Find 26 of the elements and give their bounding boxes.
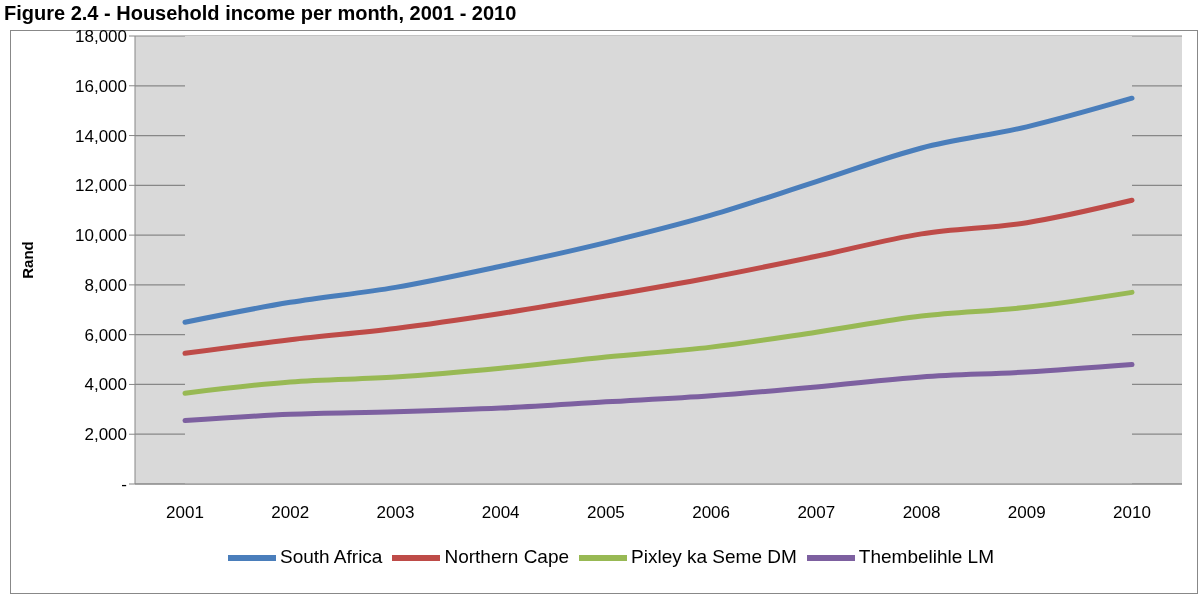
chart-title: Figure 2.4 - Household income per month, 2001 - 2010	[4, 2, 517, 25]
x-tick-label: 2001	[166, 503, 204, 523]
y-tick-label: -	[121, 475, 127, 495]
y-tick-label: 10,000	[75, 226, 127, 246]
x-tick-label: 2004	[481, 503, 520, 523]
x-tick-label: 2009	[1007, 503, 1046, 523]
y-tick-label: 12,000	[75, 176, 127, 196]
y-tick-label: 2,000	[84, 425, 127, 445]
x-tick-label: 2008	[902, 503, 941, 523]
x-tick-label: 2002	[271, 503, 310, 523]
legend-label: Pixley ka Seme DM	[631, 546, 797, 568]
legend-label: Northern Cape	[444, 546, 570, 568]
x-tick-label: 2007	[797, 503, 836, 523]
y-axis-title: Rand	[19, 241, 37, 279]
x-tick-label: 2003	[376, 503, 415, 523]
y-tick-label: 8,000	[84, 275, 127, 295]
y-tick-label: 4,000	[84, 375, 127, 395]
y-tick-label: 6,000	[84, 325, 127, 345]
y-tick-label: 16,000	[75, 76, 127, 96]
x-tick-label: 2005	[586, 503, 625, 523]
x-tick-label: 2010	[1113, 503, 1151, 523]
legend-label: Thembelihle LM	[858, 546, 995, 568]
legend-label: South Africa	[279, 546, 383, 568]
x-tick-label: 2006	[692, 503, 731, 523]
y-tick-label: 14,000	[75, 126, 127, 146]
y-tick-label: 18,000	[75, 27, 127, 47]
